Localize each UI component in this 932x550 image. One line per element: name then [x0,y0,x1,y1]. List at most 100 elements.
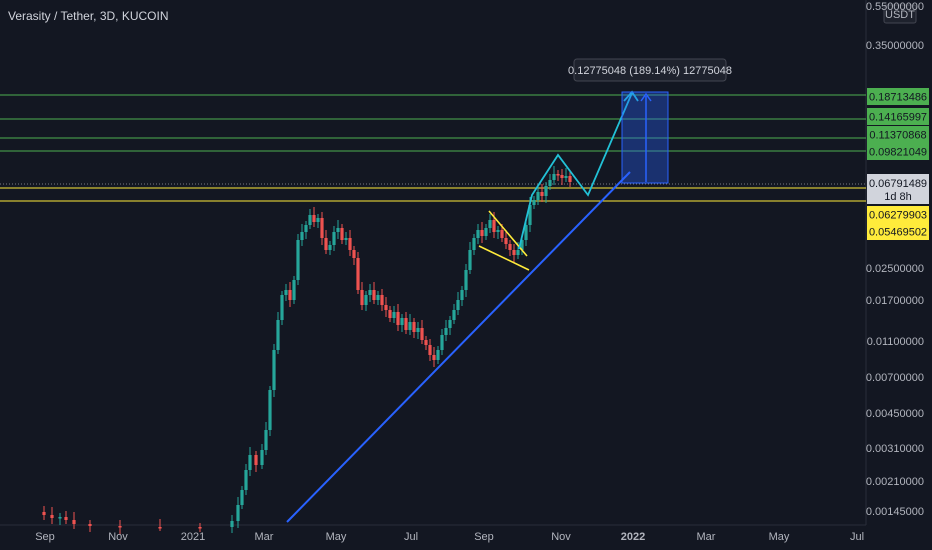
candle-body [348,238,352,250]
candle-body [284,290,288,295]
candle-body [508,244,512,250]
candle-body [244,470,248,490]
candle-body [480,230,484,236]
current-price-tag [867,174,929,204]
target-box[interactable] [621,91,669,184]
candle-body [58,517,62,519]
candle-body [42,512,46,515]
x-tick-label: Sep [35,531,55,543]
candle-body [464,270,468,290]
candle-body [240,490,244,505]
level-tag-label: 0.11370868 [869,130,926,142]
candle-body [568,176,572,182]
candle-body [496,230,500,232]
candle-body [536,192,540,200]
y-tick-label: 0.55000000 [866,1,924,13]
candle-body [236,505,240,521]
candle-body [288,290,292,300]
candle-body [512,250,516,255]
trendline[interactable] [286,171,631,523]
candle-body [404,318,408,330]
candle-body [412,322,416,332]
candle-body [556,174,560,176]
candle-body [428,345,432,355]
x-tick-label: 2021 [181,531,205,543]
currency-badge[interactable] [883,4,917,24]
time-axis[interactable]: Sep Nov 2021 Mar May Jul Sep Nov 2022 Mar May Jul [35,531,864,543]
x-tick-label: May [769,531,790,543]
candle-body [300,232,304,240]
x-tick-label: Nov [108,531,128,543]
candle-body [198,527,202,529]
level-tag-label: 0.18713486 [869,92,927,104]
candle-body [376,295,380,300]
candle-body [396,312,400,325]
candle-body [520,240,524,250]
y-tick-label: 0.35000000 [866,40,924,52]
candle-body [316,218,320,222]
candle-body [552,174,556,180]
y-tick-label: 0.00310000 [866,443,924,455]
candle-body [304,225,308,232]
x-tick-label: Mar [255,531,274,543]
candle-body [328,245,332,250]
candle-body [356,258,360,290]
level-tag-label: 0.06279903 [869,210,927,222]
current-price-countdown: 1d 8h [884,191,912,203]
candle-body [364,295,368,305]
candle-body [408,322,412,330]
candle-body [468,250,472,270]
candle-body [380,295,384,305]
candle-body [460,290,464,300]
x-tick-label: Jul [404,531,418,543]
candle-body [308,215,312,225]
candle-body [88,524,92,526]
target-box-arrowhead [640,92,652,102]
level-tag [867,206,929,223]
candle-body [492,220,496,232]
projection-path[interactable] [518,92,633,250]
candle-body [340,228,344,240]
candle-body [320,218,324,238]
chart-title: Verasity / Tether, 3D, KUCOIN [8,9,169,23]
candle-body [504,238,508,244]
candle-body [118,526,122,528]
candle-body [272,350,276,390]
candle-body [384,305,388,310]
y-tick-label: 0.00450000 [866,408,924,420]
candle-body [260,450,264,465]
candle-body [388,310,392,318]
candle-body [268,390,272,430]
price-tags: 0.18713486 0.14165997 0.11370868 0.09821049… [867,88,929,240]
candle-body [452,310,456,320]
candle-body [72,520,76,524]
candle-body [254,455,258,465]
x-tick-label: Jul [850,531,864,543]
candle-body [488,220,492,228]
candle-body [392,312,396,318]
candle-body [524,225,528,240]
y-tick-label: 0.02500000 [866,263,924,275]
y-tick-label: 0.01700000 [866,295,924,307]
drawings: 0.12775048 (189.14%) 12775048 [286,58,732,523]
y-tick-label: 0.01100000 [867,336,924,348]
candle-body [296,240,300,280]
candle-body [368,290,372,295]
flag-upper-line[interactable] [488,210,528,257]
flag-lower-line[interactable] [478,245,530,271]
price-axis[interactable]: USDT 0.55000000 0.35000000 0.02500000 0.017… [866,1,924,518]
candle-body [336,228,340,232]
candle-body [400,318,404,325]
candle-body [416,328,420,332]
candle-body [324,238,328,250]
candle-body [444,328,448,335]
measure-tooltip: 0.12775048 (189.14%) 12775048 [568,65,732,77]
candles [42,166,572,534]
level-tag-label: 0.05469502 [869,227,927,239]
candle-body [64,517,68,520]
candle-body [344,238,348,240]
candle-body [540,192,544,196]
candle-body [312,215,316,222]
